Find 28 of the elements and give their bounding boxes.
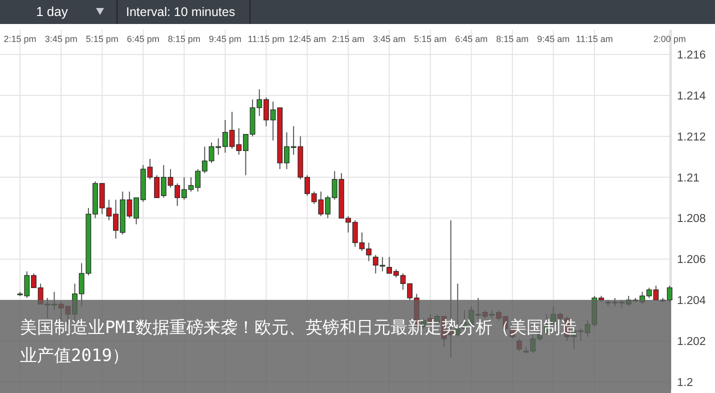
y-tick-label: 1.214 xyxy=(677,90,706,102)
y-tick-label: 1.208 xyxy=(677,213,706,226)
y-tick-label: 1.216 xyxy=(677,50,706,62)
x-tick-label: 3:45 pm xyxy=(44,34,78,44)
x-tick-label: 3:45 am xyxy=(373,34,406,44)
x-tick-label: 5:15 am xyxy=(414,34,447,44)
x-tick-label: 12:45 am xyxy=(288,34,326,44)
x-tick-label: 2:15 pm xyxy=(4,34,36,44)
text: Interval: 10 minutes xyxy=(126,5,236,19)
y-tick-label: 1.204 xyxy=(677,295,706,307)
y-tick-label: 1.206 xyxy=(677,254,706,266)
x-tick-label: 11:15 am xyxy=(576,34,613,44)
x-tick-label: 9:45 pm xyxy=(208,34,242,44)
x-tick-label: 5:15 pm xyxy=(86,34,118,44)
x-tick-label: 6:45 am xyxy=(455,34,488,44)
x-tick-label: 2:15 am xyxy=(332,34,365,44)
y-tick-label: 1.212 xyxy=(677,131,706,144)
x-tick-label: 8:15 am xyxy=(496,34,529,44)
x-tick-label: 2:00 pm xyxy=(653,34,686,44)
x-tick-label: 6:45 pm xyxy=(126,34,160,44)
x-tick-label: 11:15 pm xyxy=(248,34,285,44)
y-tick-label: 1.21 xyxy=(677,172,700,184)
y-tick-label: 1.202 xyxy=(677,336,706,348)
y-tick-label: 1.2 xyxy=(677,376,693,389)
x-tick-label: 8:15 pm xyxy=(168,34,200,44)
text: 1 day xyxy=(36,4,68,19)
x-tick-label: 9:45 am xyxy=(537,34,570,44)
caption-panel: 美国制造业PMI数据重磅来袭！欧元、英镑和日元最新走势分析（美国制造业产值2019） xyxy=(0,300,671,393)
